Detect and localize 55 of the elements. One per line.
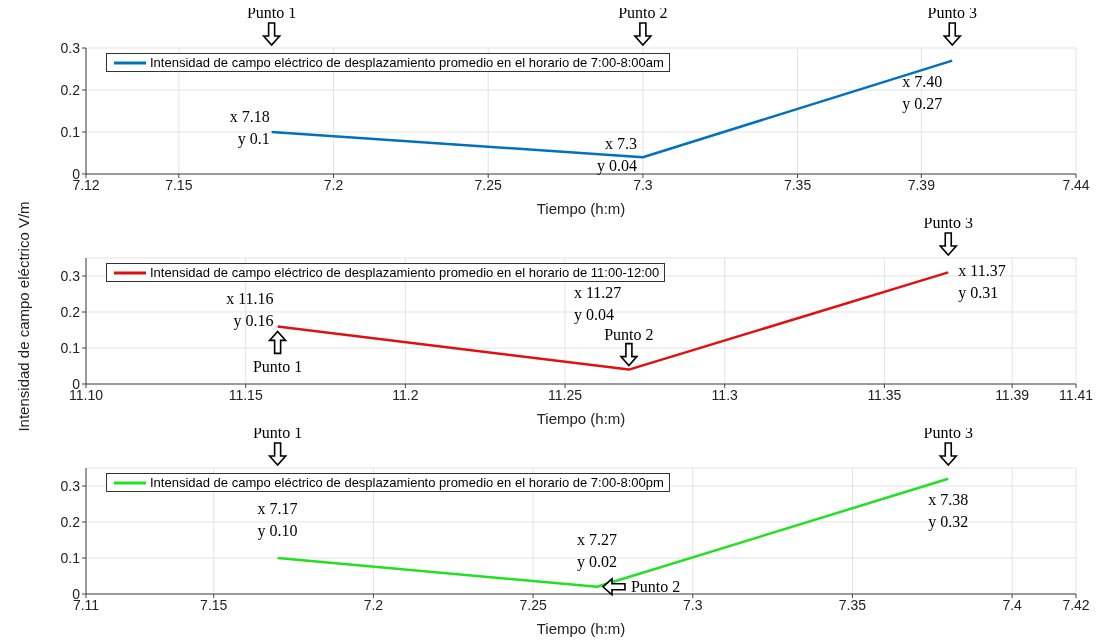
x-tick-label: 7.44 (1062, 176, 1090, 193)
x-tick-label: 11.2 (392, 386, 419, 403)
y-tick-label: 0.2 (60, 303, 81, 320)
x-axis-title: Tiempo (h:m) (536, 620, 626, 637)
annotation: x 7.40 y 0.27 (902, 72, 943, 113)
annotation: x 11.16 y 0.16 (226, 290, 274, 331)
y-tick-label: 0.3 (60, 267, 81, 284)
text: Punto 2 (618, 4, 668, 21)
x-tick-label: 7.39 (907, 176, 936, 193)
annotation: x 7.3 y 0.04 (596, 135, 637, 176)
x-tick-label: 7.15 (200, 596, 228, 613)
x-tick-label: 7.4 (1002, 596, 1023, 613)
x-tick-label: 7.25 (474, 176, 503, 193)
annotation: Punto 2 (630, 577, 681, 595)
x-tick-label: 11.35 (867, 386, 902, 403)
x-tick-label: 7.35 (838, 596, 867, 613)
annotation: x 11.37 y 0.31 (958, 262, 1006, 303)
x-tick-label: 11.39 (995, 386, 1030, 403)
y-tick-label: 0.1 (60, 123, 81, 140)
x-tick-label: 7.2 (323, 176, 344, 193)
annotation: Punto 3 (923, 424, 973, 441)
text: Punto 1 (246, 4, 297, 21)
annotation: Punto 2 (604, 325, 654, 343)
y-tick-label: 0.2 (60, 81, 81, 98)
legend-label: Intensidad de campo eléctrico de desplazamiento promedio en el horario de 11:00-12:00 (150, 265, 660, 280)
x-tick-label: 7.15 (165, 176, 193, 193)
x-tick-label: 7.25 (519, 596, 547, 613)
annotation: Punto 1 (252, 358, 303, 376)
x-tick-label: 7.2 (363, 596, 384, 613)
x-axis-title: Tiempo (h:m) (536, 410, 626, 427)
y-tick-label: 0.3 (60, 477, 81, 494)
y-tick-label: 0.2 (60, 513, 81, 530)
y-tick-label: 0.1 (60, 549, 81, 566)
text: Punto 1 (252, 424, 303, 441)
annotation: x 7.38 y 0.32 (928, 490, 969, 531)
x-tick-label: 11.41 (1059, 386, 1094, 403)
y-axis-title: Intensidad de campo eléctrico V/m (14, 200, 32, 434)
annotation: x 11.27 y 0.04 (573, 283, 622, 324)
x-axis-title: Tiempo (h:m) (536, 200, 626, 217)
annotation: x 7.18 y 0.1 (229, 108, 270, 148)
legend-label: Intensidad de campo eléctrico de desplazamiento promedio en el horario de 7:00-8:00pm (150, 475, 664, 490)
x-tick-label: 7.42 (1062, 596, 1090, 613)
x-tick-label: 7.3 (633, 176, 653, 193)
x-tick-label: 11.3 (711, 386, 739, 403)
x-tick-label: 11.15 (228, 386, 263, 403)
y-tick-label: 0.1 (60, 339, 81, 356)
annotation: Punto 3 (927, 4, 977, 21)
x-tick-label: 7.3 (683, 596, 703, 613)
annotation: x 7.27 y 0.02 (576, 530, 617, 571)
annotation: x 7.17 y 0.10 (257, 500, 298, 540)
x-tick-label: 11.25 (548, 386, 583, 403)
legend-label: Intensidad de campo eléctrico de desplazamiento promedio en el horario de 7:00-8:00am (150, 55, 664, 70)
annotation: Punto 3 (923, 214, 973, 231)
y-tick-label: 0.3 (60, 39, 81, 56)
x-tick-label: 7.35 (783, 176, 812, 193)
